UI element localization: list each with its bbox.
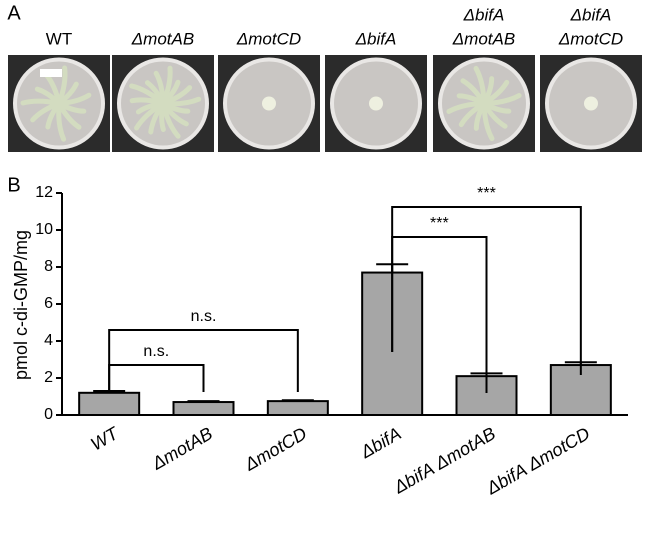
bar xyxy=(266,400,329,416)
scale-bar xyxy=(40,69,62,77)
x-tick-label: ΔbifA ΔmotCD xyxy=(482,423,593,499)
colony xyxy=(369,96,383,111)
panel-label: B xyxy=(7,174,20,196)
bar xyxy=(172,401,235,416)
y-tick-label: 12 xyxy=(35,184,53,201)
significance-label: n.s. xyxy=(191,308,217,325)
y-tick-label: 10 xyxy=(35,221,53,238)
strain-label: ΔbifA xyxy=(463,5,505,24)
x-tick-label: ΔmotAB xyxy=(148,423,216,474)
x-tick-label: ΔmotCD xyxy=(240,423,310,475)
colony xyxy=(262,96,276,111)
significance-label: *** xyxy=(430,215,449,232)
strain-label: ΔmotCD xyxy=(558,29,623,48)
significance-bracket xyxy=(108,364,205,392)
y-axis-label: pmol c-di-GMP/mg xyxy=(11,230,31,380)
strain-label: ΔmotAB xyxy=(452,29,515,48)
y-tick-label: 2 xyxy=(44,369,53,386)
colony-center xyxy=(477,96,491,111)
strain-label: ΔbifA xyxy=(355,29,397,48)
bar xyxy=(78,391,141,416)
significance-bracket xyxy=(391,206,582,375)
y-tick-label: 6 xyxy=(44,295,53,312)
significance-label: n.s. xyxy=(143,343,169,360)
panel-label: A xyxy=(7,2,21,24)
y-tick-label: 8 xyxy=(44,258,53,275)
significance-bracket xyxy=(108,329,299,392)
y-tick-label: 4 xyxy=(44,332,53,349)
colony xyxy=(584,96,598,111)
colony-center xyxy=(52,96,66,111)
x-tick-label: ΔbifA ΔmotAB xyxy=(390,423,499,498)
significance-label: *** xyxy=(477,185,496,202)
colony-center xyxy=(156,96,170,111)
x-tick-label: ΔbifA xyxy=(356,423,404,462)
strain-label: ΔbifA xyxy=(570,5,612,24)
x-tick-label: WT xyxy=(87,422,123,454)
strain-label: ΔmotCD xyxy=(236,29,301,48)
strain-label: ΔmotAB xyxy=(131,29,194,48)
strain-label: WT xyxy=(46,29,72,48)
y-tick-label: 0 xyxy=(44,406,53,423)
